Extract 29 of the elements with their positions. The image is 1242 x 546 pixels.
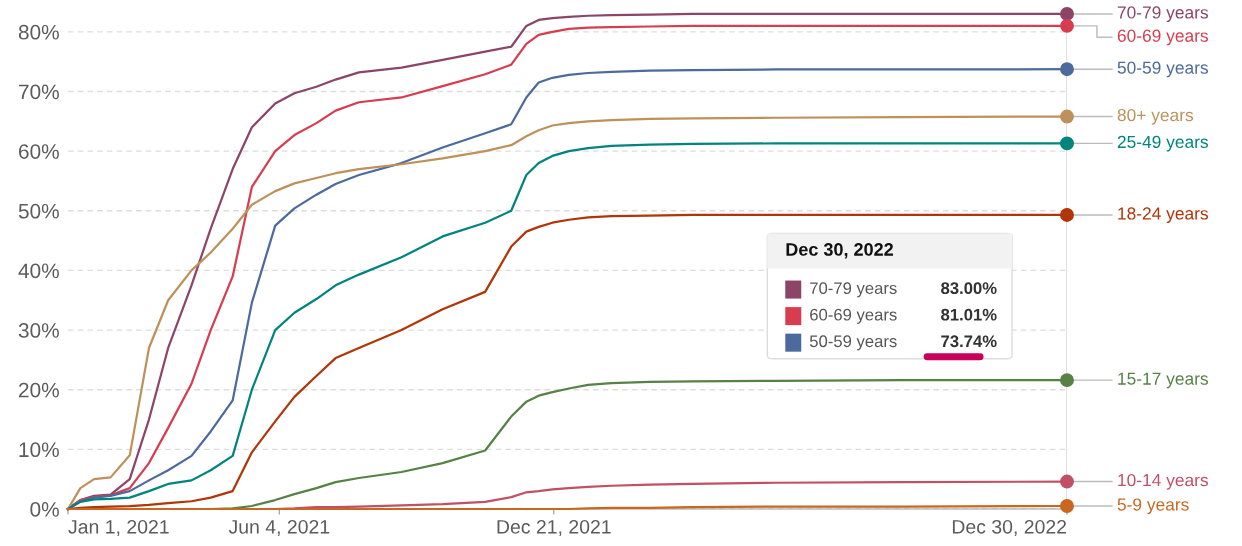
text: 60-69 years (1117, 29, 1208, 46)
text: 18-24 years (1118, 207, 1208, 224)
y-tick-label: 70% (19, 84, 59, 100)
x-tick-label: Jun 4, 2021 (228, 519, 330, 536)
y-tick-label: 30% (18, 323, 59, 338)
text: 25-49 years (1117, 135, 1208, 152)
y-tick-label: 0% (30, 502, 59, 517)
annotation: 83.00% (941, 282, 997, 295)
annotation: 70-79 years (810, 282, 897, 298)
text: 50-59 years (1117, 61, 1208, 78)
y-tick-label: 60% (19, 144, 59, 159)
annotation: 50-59 years (809, 335, 897, 351)
text: 80+ years (1117, 108, 1194, 125)
y-tick-label: 50% (18, 203, 59, 219)
x-tick-label: Jan 1, 2021 (68, 519, 169, 536)
x-tick-label: Dec 30, 2022 (952, 519, 1067, 536)
x-tick-label: Dec 21, 2021 (497, 519, 611, 536)
text: 15-17 years (1118, 372, 1208, 389)
annotation: Dec 30, 2022 (786, 243, 893, 259)
annotation: 73.74% (941, 335, 997, 348)
annotation: 81.01% (941, 308, 997, 321)
y-tick-label: 40% (18, 263, 59, 279)
text: 10-14 years (1118, 473, 1208, 490)
y-tick-label: 10% (19, 442, 59, 458)
y-tick-label: 20% (19, 382, 59, 398)
text: 5-9 years (1117, 498, 1189, 515)
text: 70-79 years (1117, 6, 1208, 23)
annotation: 60-69 years (810, 308, 897, 324)
y-tick-label: 80% (18, 24, 59, 40)
